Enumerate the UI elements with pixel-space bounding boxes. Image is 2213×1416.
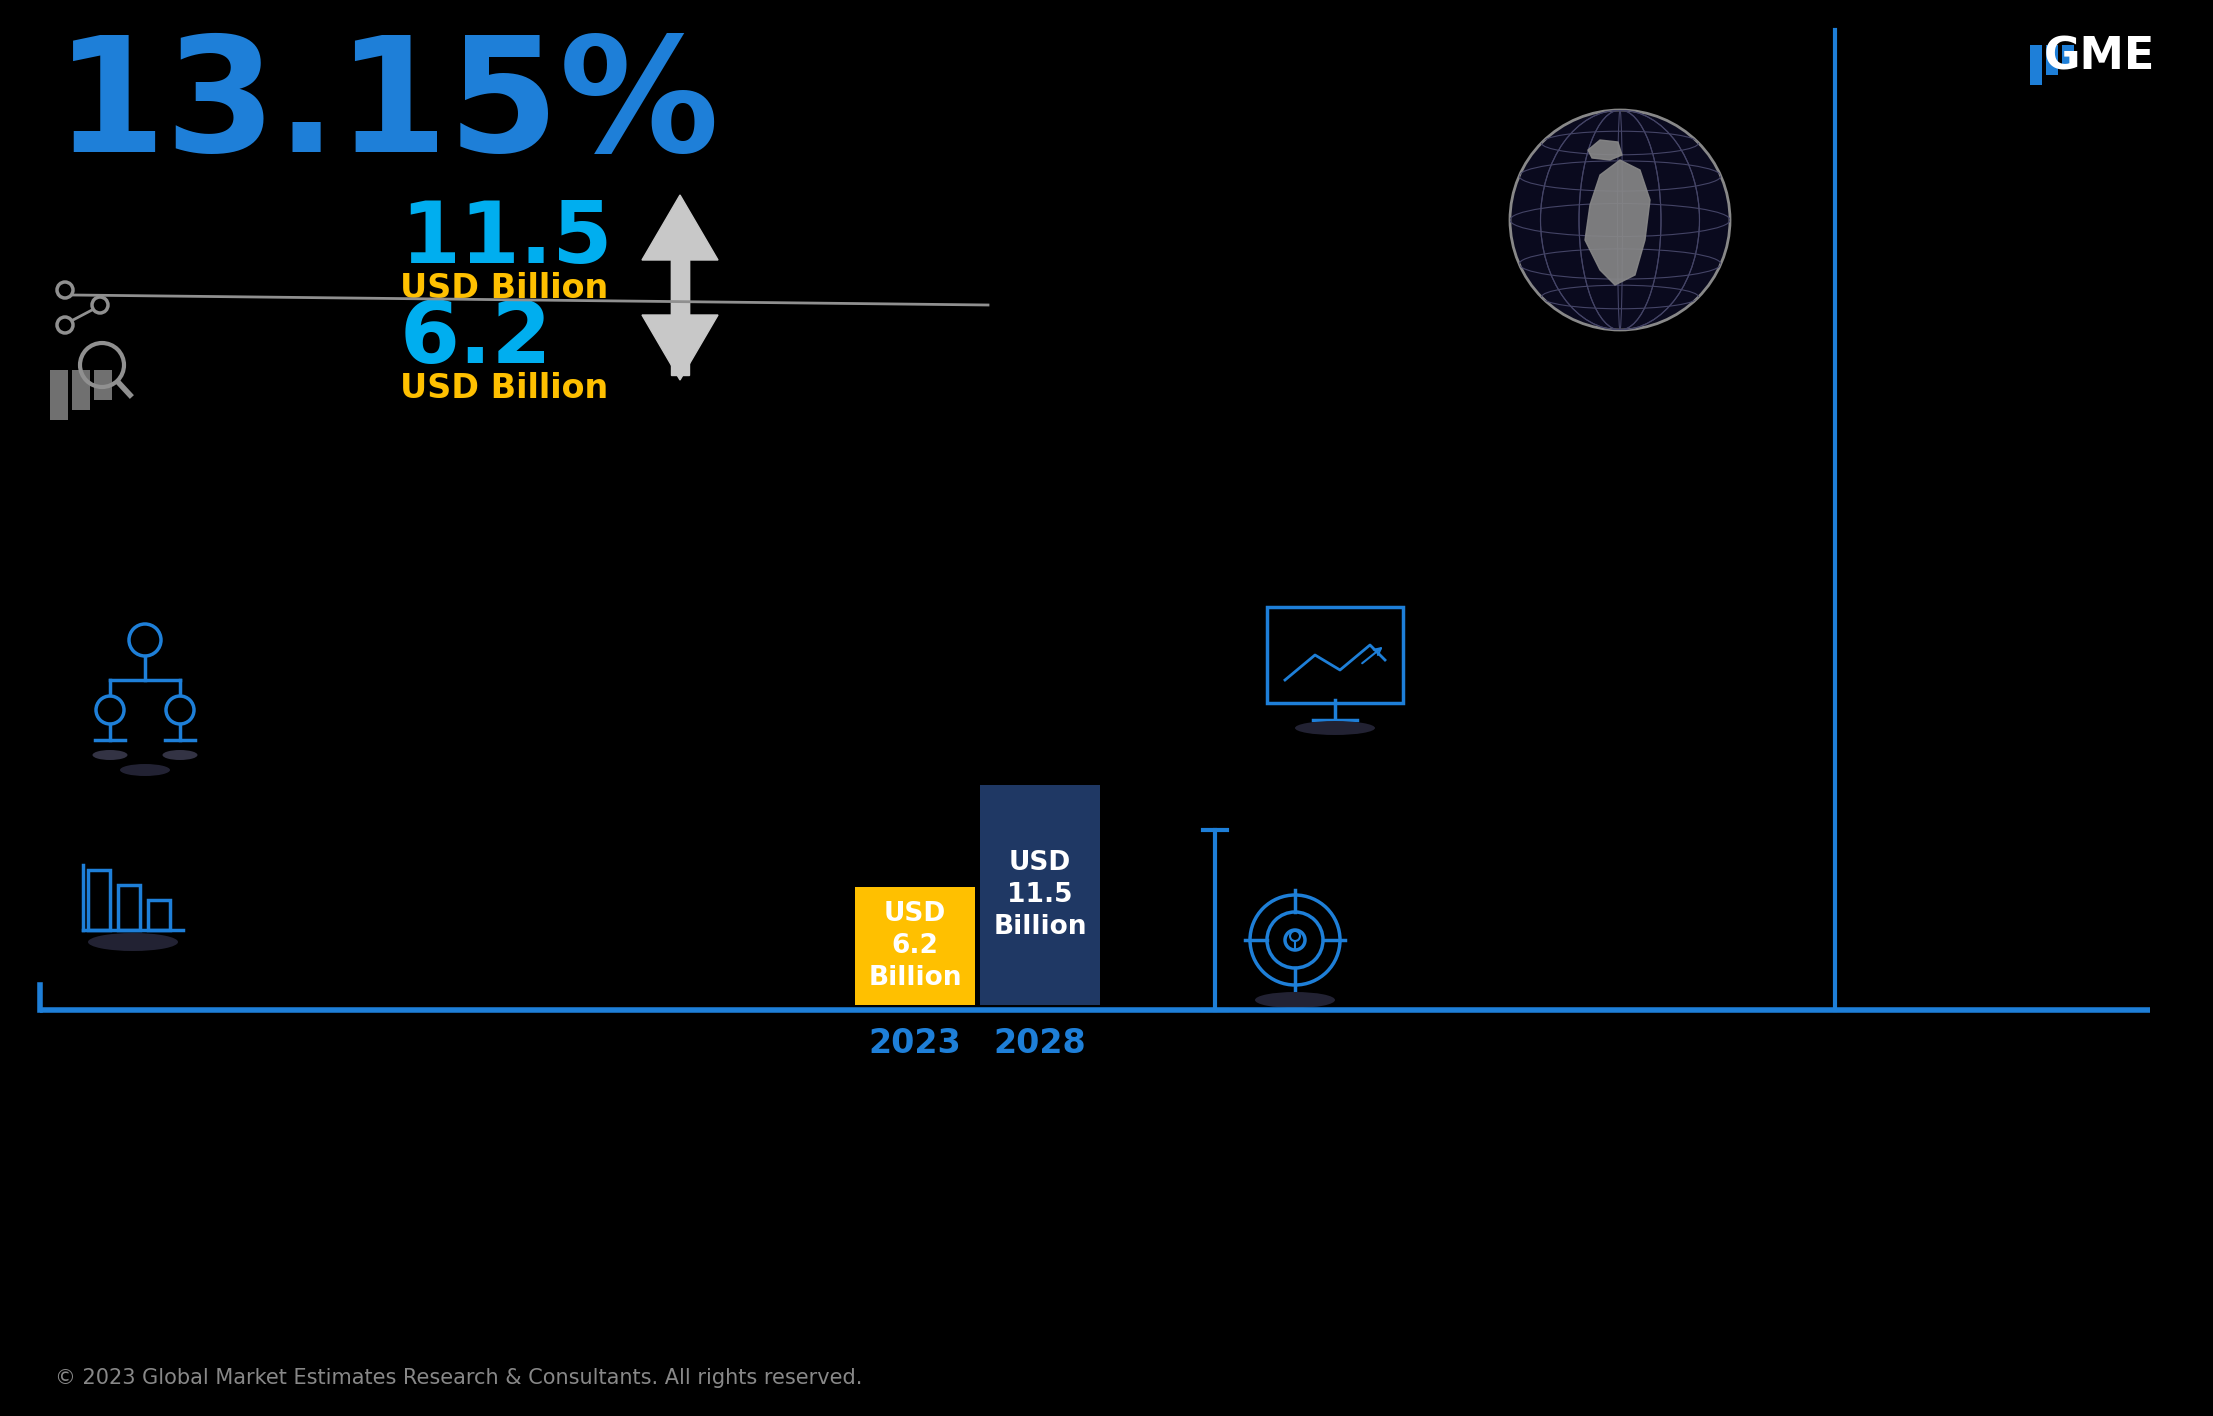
Ellipse shape [1295,721,1374,735]
Ellipse shape [1255,993,1334,1008]
Text: 11.5: 11.5 [401,198,613,282]
Ellipse shape [120,765,170,776]
Text: USD Billion: USD Billion [401,272,609,304]
Bar [671,255,688,314]
Bar [2063,45,2074,67]
Ellipse shape [93,750,128,760]
Text: USD
11.5
Billion: USD 11.5 Billion [994,850,1087,940]
Bar [93,370,113,399]
Text: 2023: 2023 [870,1027,960,1061]
Bar [2029,45,2043,85]
Bar [980,784,1100,1005]
Bar [73,370,91,411]
Ellipse shape [162,750,197,760]
Text: USD
6.2
Billion: USD 6.2 Billion [867,901,963,991]
Text: 13.15%: 13.15% [55,30,719,185]
Text: GME: GME [2043,35,2155,78]
Circle shape [1509,110,1731,330]
Ellipse shape [89,933,177,952]
Bar [2047,45,2058,75]
Text: 2028: 2028 [994,1027,1087,1061]
Polygon shape [642,314,717,379]
Bar [117,885,139,930]
Polygon shape [642,195,717,261]
Bar [148,901,170,930]
Text: © 2023 Global Market Estimates Research & Consultants. All rights reserved.: © 2023 Global Market Estimates Research … [55,1368,863,1388]
Text: USD Billion: USD Billion [401,371,609,405]
Bar [51,370,69,421]
Bar [671,261,688,375]
Bar [89,869,111,930]
Polygon shape [1585,160,1651,285]
Text: 6.2: 6.2 [401,299,553,381]
Bar [854,886,976,1005]
Polygon shape [1589,140,1622,160]
